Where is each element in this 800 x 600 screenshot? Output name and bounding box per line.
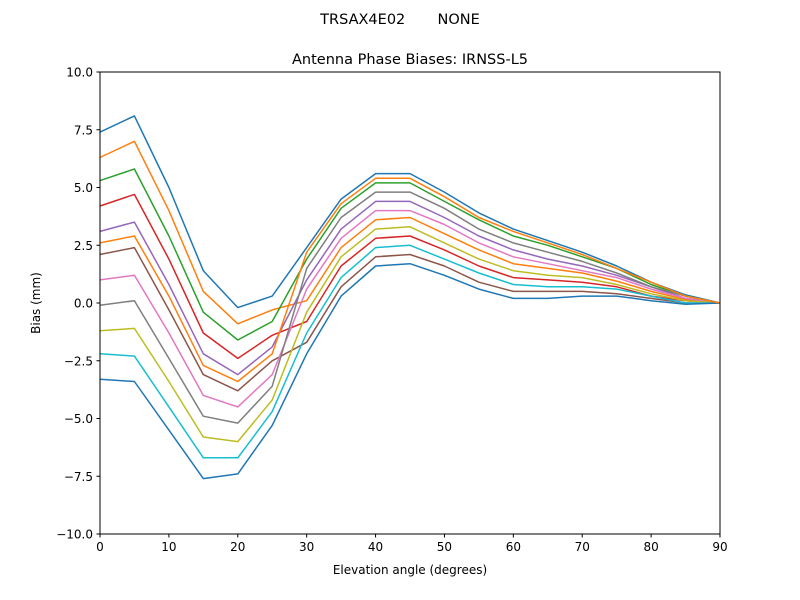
- x-tick-label: 10: [161, 540, 176, 554]
- y-tick-label: −2.5: [64, 354, 93, 368]
- series-line-s5: [99, 200, 721, 376]
- x-axis-label: Elevation angle (degrees): [333, 563, 487, 577]
- y-axis-ticks: −10.0 −7.5 −5.0 −2.5 0.0 2.5 5.0 7.5 10.0: [56, 66, 100, 542]
- series-line-s11: [99, 262, 721, 480]
- y-tick-label: 2.5: [74, 239, 93, 253]
- y-tick-label: −7.5: [64, 470, 93, 484]
- y-tick-label: −10.0: [56, 528, 93, 542]
- y-tick-label: 10.0: [66, 66, 93, 80]
- x-axis-ticks: 0 10 20 30 40 50 60 70 80 90: [96, 534, 728, 554]
- x-tick-label: 30: [299, 540, 314, 554]
- series-lines: [99, 115, 721, 480]
- series-line-s9: [99, 226, 721, 443]
- x-tick-label: 0: [96, 540, 104, 554]
- y-axis-label: Bias (mm): [29, 272, 43, 334]
- series-line-s6: [99, 246, 720, 392]
- chart-title: Antenna Phase Biases: IRNSS-L5: [292, 52, 528, 68]
- x-tick-label: 70: [575, 540, 590, 554]
- x-tick-label: 40: [368, 540, 383, 554]
- series-line-s10: [99, 244, 720, 459]
- series-line-s7: [99, 209, 721, 408]
- x-tick-label: 20: [230, 540, 245, 554]
- series-line-s4: [99, 193, 721, 360]
- x-tick-label: 50: [437, 540, 452, 554]
- y-tick-label: 7.5: [74, 123, 93, 137]
- series-line-s1: [99, 115, 721, 309]
- y-tick-label: 5.0: [74, 181, 93, 195]
- series-line-s8: [99, 191, 721, 424]
- x-tick-label: 80: [643, 540, 658, 554]
- suptitle: TRSAX4E02 NONE: [319, 12, 480, 28]
- x-tick-label: 90: [712, 540, 727, 554]
- series-line-s12: [99, 177, 721, 383]
- y-tick-label: −5.0: [64, 412, 93, 426]
- y-tick-label: 0.0: [74, 297, 93, 311]
- series-line-s2: [99, 140, 721, 325]
- x-tick-label: 60: [506, 540, 521, 554]
